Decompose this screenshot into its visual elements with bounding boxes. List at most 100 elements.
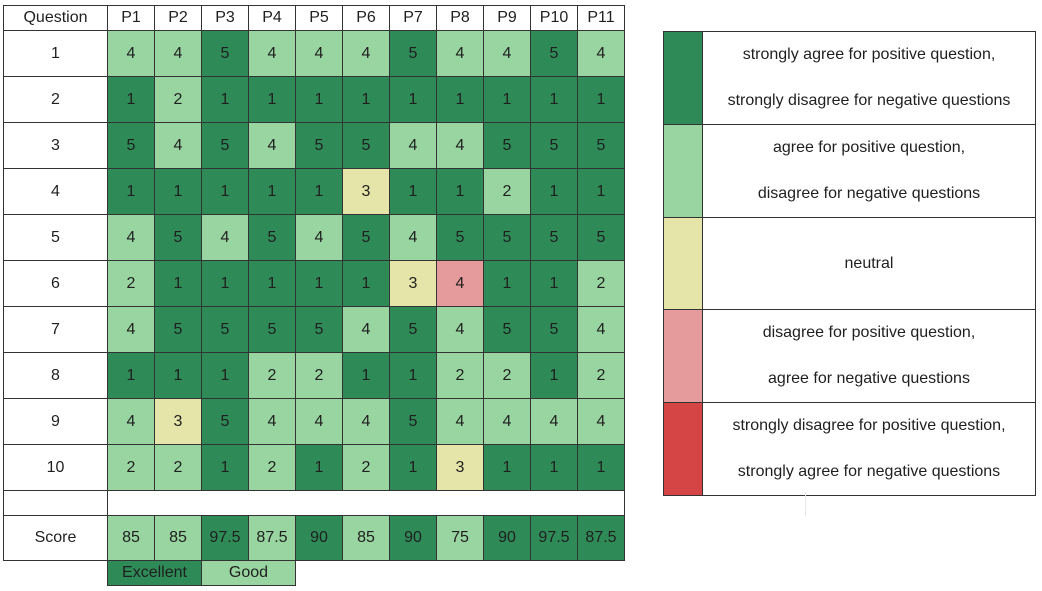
rating-cell: 2 <box>107 444 155 491</box>
score-cell: 87.5 <box>248 515 296 561</box>
rating-cell: 2 <box>295 352 343 399</box>
rating-cell: 5 <box>248 214 296 261</box>
rating-cell: 4 <box>389 122 437 169</box>
rating-cell: 5 <box>342 122 390 169</box>
rating-cell: 5 <box>295 306 343 353</box>
legend-text: strongly agree for positive question, str… <box>702 31 1036 125</box>
question-number: 3 <box>3 122 108 169</box>
rating-cell: 1 <box>154 352 202 399</box>
legend-swatch <box>663 31 703 125</box>
rating-cell: 1 <box>248 260 296 307</box>
score-cell: 90 <box>389 515 437 561</box>
score-cell: 85 <box>107 515 155 561</box>
rating-cell: 5 <box>389 306 437 353</box>
rating-cell: 1 <box>389 168 437 215</box>
rating-cell: 4 <box>342 306 390 353</box>
legend-line: strongly agree for negative questions <box>737 463 1001 480</box>
question-number: 9 <box>3 398 108 445</box>
legend-text: strongly disagree for positive question,… <box>702 402 1036 496</box>
rating-cell: 1 <box>389 352 437 399</box>
rating-cell: 1 <box>577 444 625 491</box>
rating-cell: 5 <box>201 30 249 77</box>
rating-cell: 5 <box>154 214 202 261</box>
question-number: 10 <box>3 444 108 491</box>
rating-cell: 2 <box>154 444 202 491</box>
question-number: 4 <box>3 168 108 215</box>
rating-cell: 4 <box>483 398 531 445</box>
rating-cell: 2 <box>577 260 625 307</box>
rating-cell: 2 <box>248 444 296 491</box>
rating-cell: 3 <box>342 168 390 215</box>
score-cell: 97.5 <box>201 515 249 561</box>
question-number: 8 <box>3 352 108 399</box>
header-participant: P5 <box>295 5 343 31</box>
question-number: 6 <box>3 260 108 307</box>
rating-cell: 4 <box>436 398 484 445</box>
sus-results-table: Question P1 P2 P3 P4 P5 P6 P7 P8 P9 P10 P11 1 4 4 5 4 4 4 5… <box>3 5 625 561</box>
rating-legend: strongly agree for positive question, str… <box>663 31 1036 496</box>
rating-cell: 5 <box>201 122 249 169</box>
rating-cell: 5 <box>577 122 625 169</box>
rating-cell: 1 <box>154 260 202 307</box>
rating-cell: 3 <box>436 444 484 491</box>
rating-cell: 1 <box>436 168 484 215</box>
rating-cell: 5 <box>248 306 296 353</box>
rating-cell: 4 <box>577 30 625 77</box>
rating-cell: 1 <box>201 444 249 491</box>
rating-cell: 4 <box>436 30 484 77</box>
rating-cell: 1 <box>342 352 390 399</box>
grade-legend: Excellent Good <box>107 560 296 586</box>
rating-cell: 2 <box>483 168 531 215</box>
legend-swatch <box>663 217 703 310</box>
rating-cell: 1 <box>107 352 155 399</box>
rating-cell: 4 <box>483 30 531 77</box>
rating-cell: 4 <box>201 214 249 261</box>
rating-cell: 5 <box>389 398 437 445</box>
gridline-artifact <box>805 492 806 516</box>
rating-cell: 5 <box>342 214 390 261</box>
rating-cell: 2 <box>107 260 155 307</box>
rating-cell: 4 <box>436 306 484 353</box>
rating-cell: 4 <box>295 30 343 77</box>
rating-cell: 4 <box>530 398 578 445</box>
rating-cell: 5 <box>154 306 202 353</box>
score-cell: 90 <box>483 515 531 561</box>
grade-good: Good <box>201 561 295 585</box>
rating-cell: 1 <box>154 168 202 215</box>
question-number: 5 <box>3 214 108 261</box>
legend-line: strongly disagree for negative questions <box>727 92 1011 109</box>
score-label: Score <box>3 515 108 561</box>
rating-cell: 1 <box>530 352 578 399</box>
header-participant: P10 <box>530 5 578 31</box>
rating-cell: 5 <box>530 30 578 77</box>
rating-cell: 4 <box>389 214 437 261</box>
rating-cell: 1 <box>295 444 343 491</box>
rating-cell: 5 <box>201 398 249 445</box>
rating-cell: 5 <box>483 214 531 261</box>
legend-line: agree for positive question, <box>772 139 966 156</box>
rating-cell: 2 <box>154 76 202 123</box>
rating-cell: 5 <box>389 30 437 77</box>
header-participant: P1 <box>107 5 155 31</box>
legend-line: neutral <box>844 254 894 272</box>
rating-cell: 2 <box>483 352 531 399</box>
rating-cell: 2 <box>342 444 390 491</box>
grade-excellent: Excellent <box>108 561 201 585</box>
score-cell: 87.5 <box>577 515 625 561</box>
legend-entry: strongly agree for positive question, str… <box>663 31 1036 125</box>
question-number: 1 <box>3 30 108 77</box>
rating-cell: 4 <box>295 214 343 261</box>
legend-entry: neutral <box>663 217 1036 310</box>
legend-swatch <box>663 309 703 403</box>
rating-cell: 1 <box>107 168 155 215</box>
rating-cell: 3 <box>389 260 437 307</box>
rating-cell: 4 <box>577 306 625 353</box>
rating-cell: 4 <box>342 30 390 77</box>
question-row: 10 2 2 1 2 1 2 1 3 1 1 1 <box>3 444 625 491</box>
header-participant: P9 <box>483 5 531 31</box>
header-participant: P11 <box>577 5 625 31</box>
rating-cell: 1 <box>248 76 296 123</box>
